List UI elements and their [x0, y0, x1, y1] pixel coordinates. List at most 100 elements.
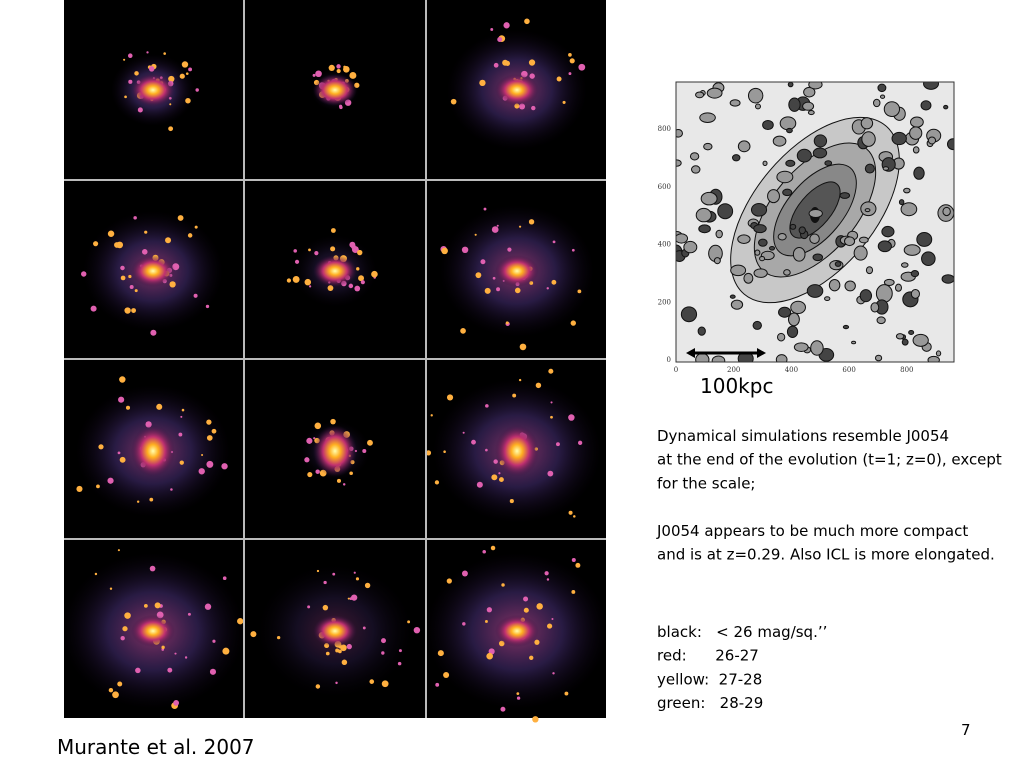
contour-blob — [776, 170, 794, 184]
contour-blob — [910, 270, 920, 278]
satellite — [462, 431, 465, 434]
satellite — [430, 414, 433, 417]
satellite — [578, 63, 586, 71]
contour-blob — [916, 231, 933, 247]
x-tick-label: 0 — [674, 366, 678, 374]
satellite — [131, 308, 137, 313]
contour-blob — [900, 262, 909, 268]
x-tick-label: 200 — [727, 366, 740, 374]
satellite — [514, 287, 521, 294]
contour-blob — [861, 131, 876, 147]
satellite — [437, 650, 444, 657]
satellite — [136, 500, 140, 503]
satellite — [353, 571, 356, 574]
contour-blob — [737, 234, 751, 244]
satellite — [177, 215, 184, 221]
contour-blob — [730, 264, 747, 277]
satellite — [180, 415, 183, 418]
contour-blob — [813, 134, 828, 148]
satellite — [156, 403, 163, 410]
citation: Murante et al. 2007 — [57, 735, 255, 759]
satellite — [109, 587, 113, 590]
simulation-grid — [62, 18, 608, 723]
satellite — [480, 259, 486, 265]
contour-blob — [891, 131, 907, 146]
satellite — [571, 590, 576, 594]
satellite — [117, 451, 121, 455]
contour-blob — [858, 236, 869, 244]
contour-blob — [943, 104, 949, 110]
satellite — [532, 716, 539, 723]
satellite — [98, 444, 104, 450]
contour-blob — [729, 99, 741, 107]
satellite — [485, 448, 488, 452]
contour-blob — [903, 187, 911, 194]
satellite — [112, 691, 119, 699]
contour-blob — [754, 249, 761, 256]
satellite — [293, 249, 297, 253]
satellite — [507, 247, 512, 252]
satellite — [491, 226, 499, 233]
satellite — [312, 73, 316, 77]
contour-blob — [900, 202, 918, 217]
satellite — [516, 692, 520, 696]
satellite — [471, 439, 476, 445]
satellite — [503, 22, 510, 29]
satellite — [360, 280, 365, 285]
core — [313, 425, 357, 477]
contour-blob — [689, 152, 700, 161]
satellite — [150, 329, 157, 336]
body-text: green: 28-29 — [657, 694, 763, 712]
satellite — [485, 620, 488, 623]
contour-blob — [921, 251, 936, 267]
contour-blob — [768, 245, 776, 251]
satellite — [117, 549, 120, 552]
satellite — [407, 620, 411, 624]
contour-blob — [796, 148, 812, 163]
contour-blob — [874, 354, 883, 362]
satellite — [461, 246, 469, 254]
contour-blob — [909, 126, 923, 140]
satellite — [564, 691, 569, 696]
body-text: Dynamical simulations resemble J0054 — [657, 427, 949, 445]
satellite — [398, 649, 402, 653]
satellite — [343, 65, 347, 69]
satellite — [460, 328, 466, 334]
contour-blob — [881, 225, 895, 238]
satellite — [173, 699, 180, 706]
satellite — [222, 647, 230, 655]
x-tick-label: 800 — [900, 366, 913, 374]
core — [131, 425, 175, 477]
satellite — [316, 569, 320, 573]
contour-blob — [883, 101, 901, 117]
contour-blob — [812, 147, 828, 159]
contour-blob — [923, 82, 939, 90]
satellite — [209, 668, 217, 675]
satellite — [206, 435, 213, 441]
contour-blob — [697, 326, 706, 336]
satellite — [149, 497, 154, 502]
satellite — [555, 442, 560, 447]
satellite — [568, 414, 575, 421]
body-text: for the scale; — [657, 474, 755, 492]
contour-blob — [779, 116, 797, 131]
contour-blob — [767, 189, 780, 204]
satellite — [474, 233, 477, 236]
satellite — [349, 241, 356, 248]
contour-map-content — [676, 82, 954, 362]
satellite — [357, 249, 363, 256]
contour-blob — [844, 280, 856, 292]
satellite — [332, 572, 336, 576]
contour-blob — [876, 316, 886, 325]
contour-blob — [777, 332, 786, 342]
satellite — [485, 404, 489, 408]
satellite — [127, 53, 133, 58]
contour-blob — [762, 160, 768, 167]
satellite — [107, 230, 115, 237]
body-text: yellow: 27-28 — [657, 670, 762, 688]
satellite — [347, 597, 350, 600]
contour-blob — [864, 208, 871, 213]
satellite — [443, 671, 450, 678]
satellite — [313, 437, 316, 440]
